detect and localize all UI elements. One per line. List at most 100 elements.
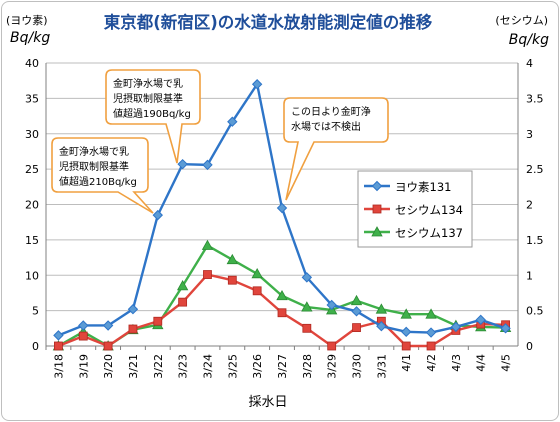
legend: ヨウ素131 セシウム134 セシウム137 <box>357 170 473 248</box>
right-tick-label: 1.5 <box>526 234 544 247</box>
callout-border <box>283 97 389 201</box>
left-tick-label: 40 <box>25 57 39 70</box>
data-point-diamond <box>326 299 337 311</box>
data-point-diamond <box>475 314 486 326</box>
data-point-diamond <box>351 306 362 317</box>
data-point-square <box>178 297 188 307</box>
series-diamond <box>53 79 511 341</box>
x-tick-label: 3/19 <box>77 354 90 379</box>
data-point-square <box>302 323 312 333</box>
data-point-square <box>426 341 436 351</box>
data-point-square <box>128 324 138 334</box>
x-tick-label: 3/28 <box>301 354 314 379</box>
callout-text: この日より金町浄 <box>291 105 371 118</box>
callout-text: 値超過210Bq/kg <box>59 175 137 188</box>
data-point-triangle <box>251 268 263 279</box>
data-point-diamond <box>401 326 412 338</box>
x-tick-label: 3/24 <box>201 354 214 379</box>
data-point-square <box>103 341 113 351</box>
callout-text: 値超過190Bq/kg <box>113 107 191 120</box>
x-tick-label: 3/23 <box>177 354 190 379</box>
data-point-square <box>203 270 212 279</box>
data-point-diamond <box>450 321 462 333</box>
data-point-square <box>401 341 411 351</box>
right-tick-label: 0.5 <box>526 305 544 318</box>
x-tick-label: 3/21 <box>127 354 140 379</box>
right-axis-unit: Bq/kg <box>509 32 549 48</box>
legend-item: セシウム137 <box>364 226 463 240</box>
right-tick-label: 4 <box>526 57 533 70</box>
legend-label: セシウム134 <box>395 203 463 217</box>
right-tick-label: 2.5 <box>526 163 544 176</box>
data-point-triangle <box>400 308 412 319</box>
data-point-diamond <box>371 180 383 192</box>
legend-label: セシウム137 <box>395 226 463 240</box>
x-tick-label: 3/30 <box>351 354 364 379</box>
data-point-diamond <box>202 159 213 171</box>
data-point-triangle <box>201 239 214 250</box>
right-tick-label: 3 <box>526 128 533 141</box>
data-point-diamond <box>251 79 263 90</box>
x-tick-label: 4/3 <box>450 354 463 372</box>
legend-item: セシウム134 <box>364 203 463 217</box>
data-point-triangle <box>301 301 313 312</box>
x-tick-label: 4/5 <box>500 354 513 372</box>
callout-text: 児摂取制限基準 <box>113 92 183 105</box>
right-axis: 0 0.5 1 1.5 2 2.5 3 3.5 4 <box>526 57 544 353</box>
data-point-diamond <box>301 272 313 283</box>
left-axis-unit: Bq/kg <box>10 30 50 46</box>
left-tick-label: 35 <box>25 92 39 105</box>
data-point-diamond <box>78 320 89 331</box>
left-tick-label: 25 <box>25 163 39 176</box>
left-tick-label: 30 <box>25 128 39 141</box>
data-point-square <box>54 341 63 351</box>
data-point-diamond <box>53 330 64 341</box>
data-point-square <box>153 316 163 326</box>
data-point-triangle <box>375 303 388 314</box>
data-point-diamond <box>177 158 188 170</box>
data-point-triangle <box>350 294 363 306</box>
series-layer <box>52 79 512 351</box>
left-tick-label: 10 <box>25 269 39 282</box>
data-point-triangle <box>276 289 288 301</box>
right-tick-label: 1 <box>526 269 533 282</box>
callout-border <box>105 69 201 164</box>
data-point-square <box>277 308 287 318</box>
data-point-square <box>252 286 262 296</box>
data-point-square <box>78 331 88 341</box>
data-point-square <box>372 204 382 214</box>
right-tick-label: 3.5 <box>526 92 544 105</box>
left-tick-label: 15 <box>25 234 39 247</box>
x-tick-label: 3/18 <box>52 354 65 379</box>
data-point-triangle <box>226 253 238 265</box>
callout-text: 水場では不検出 <box>291 120 361 133</box>
left-axis: 0 5 10 15 20 25 30 35 40 <box>25 57 39 353</box>
data-point-square <box>227 275 237 285</box>
data-point-triangle <box>371 226 383 237</box>
callout-text: 金町浄水場で乳 <box>113 77 183 90</box>
chart-title: 東京都(新宿区)の水道水放射能測定値の推移 <box>104 12 433 32</box>
right-tick-label: 2 <box>526 199 533 212</box>
data-point-square <box>327 341 337 351</box>
x-tick-label: 3/25 <box>226 354 239 379</box>
right-tick-label: 0 <box>526 340 533 353</box>
data-point-diamond <box>102 320 114 331</box>
x-tick-label: 3/22 <box>152 354 165 379</box>
x-tick-label: 3/29 <box>326 354 339 379</box>
data-point-diamond <box>425 327 437 338</box>
x-tick-label: 3/20 <box>102 354 115 379</box>
right-axis-label: (セシウム) <box>495 14 548 27</box>
callout-border <box>51 137 154 214</box>
x-tick-label: 4/4 <box>475 354 488 372</box>
data-point-diamond <box>227 116 238 127</box>
x-tick-label: 4/2 <box>425 354 438 372</box>
callout-text: 児摂取制限基準 <box>59 160 129 173</box>
data-point-diamond <box>500 323 511 334</box>
x-tick-label: 3/31 <box>375 354 388 379</box>
x-tick-label: 3/27 <box>276 354 289 379</box>
left-tick-label: 20 <box>25 199 39 212</box>
left-axis-label: (ヨウ素) <box>6 14 48 27</box>
